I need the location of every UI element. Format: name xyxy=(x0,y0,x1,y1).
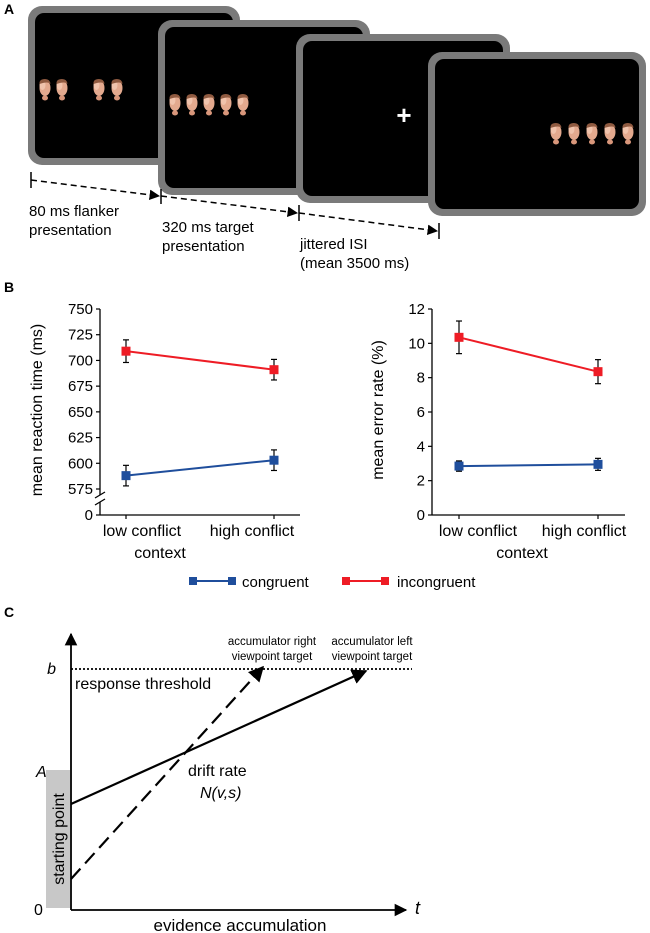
legend-congruent-marker-right xyxy=(228,577,236,585)
rt-congruent-marker xyxy=(269,455,279,465)
legend-incongruent: incongruent xyxy=(342,574,476,591)
err-congruent-line xyxy=(458,463,599,468)
err-x-axis-label: context xyxy=(496,545,548,562)
err-y-tick-label: 4 xyxy=(417,438,425,455)
err-incongruent-marker xyxy=(593,367,603,377)
err-congruent-marker xyxy=(593,459,603,469)
stimulus-screens: + xyxy=(28,6,646,216)
legend-congruent: congruent xyxy=(189,574,310,591)
panel-b: B mean reaction time (ms) context low co… xyxy=(4,279,627,591)
rt-category-low: low conflict xyxy=(103,523,182,540)
next-trial-screen-display xyxy=(435,59,639,209)
timeline-arrow-3 xyxy=(298,212,439,235)
flanker-label-line2: presentation xyxy=(29,222,112,239)
err-category-low: low conflict xyxy=(439,523,518,540)
accumulator-left-trajectory xyxy=(70,669,368,806)
err-y-tick-label: 0 xyxy=(417,507,425,524)
isi-label-line2: (mean 3500 ms) xyxy=(300,255,409,272)
timeline-arrow-2 xyxy=(160,195,299,218)
err-y-tick-label: 2 xyxy=(417,473,425,490)
rt-incongruent-marker xyxy=(121,346,131,356)
time-t-label: t xyxy=(415,898,421,918)
rt-category-high: high conflict xyxy=(210,523,295,540)
accumulator-left-label-line1: accumulator left xyxy=(331,636,413,648)
target-label-line1: 320 ms target xyxy=(162,219,255,236)
rt-incongruent-line xyxy=(125,350,275,371)
starting-point-range xyxy=(46,770,70,908)
legend-incongruent-marker-left xyxy=(342,577,350,585)
rt-y-tick-label: 575 xyxy=(68,481,93,498)
rt-y-tick-label: 700 xyxy=(68,352,93,369)
err-category-high: high conflict xyxy=(542,523,627,540)
accumulator-right-label-line1: accumulator right xyxy=(228,636,317,648)
legend-congruent-label: congruent xyxy=(242,574,310,591)
panel-a-letter: A xyxy=(4,1,14,17)
err-y-axis-label: mean error rate (%) xyxy=(370,340,387,480)
timeline: 80 ms flanker presentation 320 ms target… xyxy=(29,172,440,272)
threshold-b-label: b xyxy=(47,661,56,678)
err-congruent-marker xyxy=(454,461,464,471)
legend-incongruent-label: incongruent xyxy=(397,574,476,591)
drift-rate-label: drift rate xyxy=(188,763,247,780)
error-rate-chart: mean error rate (%) context low conflict… xyxy=(370,301,627,562)
starting-point-label: starting point xyxy=(51,793,68,885)
rt-y-axis-label: mean reaction time (ms) xyxy=(29,324,46,497)
legend-congruent-marker-left xyxy=(189,577,197,585)
reaction-time-chart: mean reaction time (ms) context low conf… xyxy=(29,301,300,562)
err-y-tick-label: 12 xyxy=(408,301,425,318)
legend: congruent incongruent xyxy=(189,574,476,591)
rt-y-tick-label: 625 xyxy=(68,430,93,447)
rt-y-tick-label: 650 xyxy=(68,404,93,421)
rt-y-tick-label: 675 xyxy=(68,378,93,395)
panel-b-letter: B xyxy=(4,279,14,295)
start-a-label: A xyxy=(35,764,47,781)
panel-a: A + xyxy=(4,1,646,272)
evidence-accumulation-label: evidence accumulation xyxy=(154,916,327,933)
rt-congruent-line xyxy=(125,459,275,477)
flanker-label-line1: 80 ms flanker xyxy=(29,203,119,220)
timeline-arrow-1 xyxy=(30,179,161,201)
panel-c: C starting point b A 0 t response thresh… xyxy=(4,604,421,933)
err-y-tick-label: 6 xyxy=(417,404,425,421)
origin-zero-label: 0 xyxy=(34,902,43,919)
response-threshold-label: response threshold xyxy=(75,676,211,693)
rt-y-tick-label: 750 xyxy=(68,301,93,318)
accumulator-right-trajectory xyxy=(70,665,265,880)
rt-x-axis-label: context xyxy=(134,545,186,562)
rt-y-tick-label: 600 xyxy=(68,455,93,472)
accumulator-right-label-line2: viewpoint target xyxy=(232,651,313,663)
rt-congruent-marker xyxy=(121,471,131,481)
panel-c-letter: C xyxy=(4,604,14,620)
accumulator-left-label-line2: viewpoint target xyxy=(332,651,413,663)
target-label-line2: presentation xyxy=(162,238,245,255)
fixation-cross: + xyxy=(396,100,411,130)
isi-label-line1: jittered ISI xyxy=(299,236,368,253)
legend-incongruent-marker-right xyxy=(381,577,389,585)
rt-incongruent-marker xyxy=(269,365,279,375)
rt-y-tick-label: 0 xyxy=(85,507,93,524)
rt-axis-break-upper xyxy=(94,491,106,499)
rt-axis-break-lower xyxy=(94,498,106,506)
err-incongruent-marker xyxy=(454,332,464,342)
err-y-tick-label: 10 xyxy=(408,335,425,352)
rt-y-tick-label: 725 xyxy=(68,327,93,344)
err-y-tick-label: 8 xyxy=(417,370,425,387)
err-incongruent-line xyxy=(458,336,599,373)
drift-distribution-label: N(v,s) xyxy=(200,785,241,802)
